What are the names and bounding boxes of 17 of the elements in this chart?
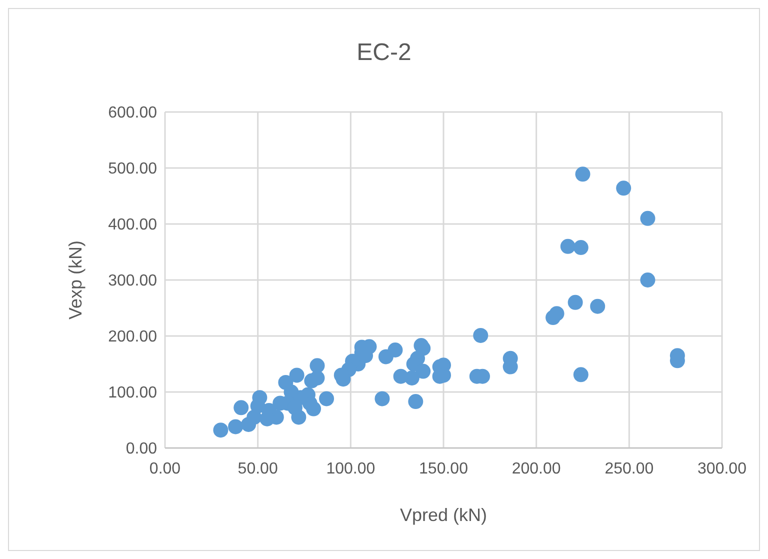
x-axis-title: Vpred (kN) <box>400 504 488 525</box>
y-tick-label: 500.00 <box>108 160 158 178</box>
x-tick-label: 150.00 <box>419 460 468 478</box>
x-tick-label: 300.00 <box>698 460 747 478</box>
y-tick-label: 400.00 <box>108 216 158 234</box>
x-tick-label: 250.00 <box>604 460 654 478</box>
x-tick-label: 0.00 <box>149 460 181 478</box>
y-tick-label: 300.00 <box>108 272 158 290</box>
y-tick-label: 600.00 <box>108 104 158 122</box>
y-tick-label: 200.00 <box>108 328 158 346</box>
y-tick-label: 0.00 <box>126 440 158 458</box>
x-tick-label: 100.00 <box>326 460 376 478</box>
y-tick-label: 100.00 <box>108 384 158 402</box>
x-tick-label: 200.00 <box>512 460 561 478</box>
x-tick-label: 50.00 <box>238 460 278 478</box>
y-axis-title: Vexp (kN) <box>65 240 86 320</box>
chart-title: EC-2 <box>356 39 412 67</box>
